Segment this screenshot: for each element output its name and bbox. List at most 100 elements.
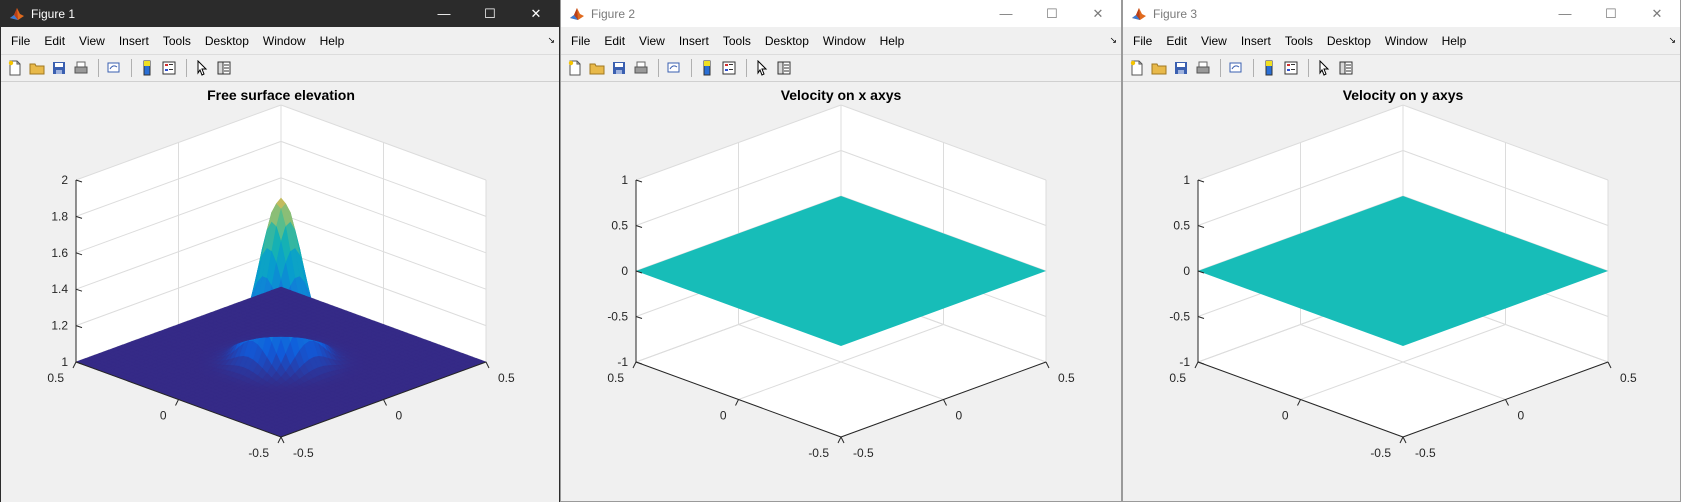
menu-insert[interactable]: Insert bbox=[118, 33, 149, 48]
insert-colorbar-icon[interactable] bbox=[137, 58, 157, 78]
x-tick-label: 0.5 bbox=[1620, 371, 1637, 385]
menu-desktop[interactable]: Desktop bbox=[1326, 33, 1371, 48]
menu-view[interactable]: View bbox=[79, 33, 105, 48]
menu-insert[interactable]: Insert bbox=[1240, 33, 1271, 48]
window-title: Figure 3 bbox=[1153, 6, 1198, 21]
z-tick-label: 1 bbox=[61, 355, 68, 369]
menu-view[interactable]: View bbox=[1201, 33, 1227, 48]
axis-lines bbox=[72, 179, 490, 444]
matlab-logo-icon bbox=[1131, 6, 1147, 22]
menu-window[interactable]: Window bbox=[1384, 33, 1428, 48]
surface-patch bbox=[1198, 196, 1608, 346]
z-tick-label: -1 bbox=[617, 355, 628, 369]
edit-plot-cursor-icon[interactable] bbox=[1314, 58, 1334, 78]
dock-figure-icon[interactable]: ↘ bbox=[1109, 35, 1117, 45]
minimize-button[interactable]: — bbox=[999, 6, 1013, 21]
window-controls: — ☐ ✕ bbox=[983, 0, 1121, 27]
open-file-icon[interactable] bbox=[27, 58, 47, 78]
save-icon[interactable] bbox=[1171, 58, 1191, 78]
y-tick-label: 0.5 bbox=[47, 371, 64, 385]
edit-plot-cursor-icon[interactable] bbox=[752, 58, 772, 78]
y-tick-label: 0.5 bbox=[607, 371, 624, 385]
window-titlebar[interactable]: Figure 2 — ☐ ✕ bbox=[561, 0, 1121, 27]
menu-edit[interactable]: Edit bbox=[1166, 33, 1188, 48]
matlab-logo-icon bbox=[9, 6, 25, 22]
menu-help[interactable]: Help bbox=[879, 33, 905, 48]
print-icon[interactable] bbox=[71, 58, 91, 78]
z-tick-label: 1 bbox=[621, 173, 628, 187]
toolbar-separator bbox=[658, 59, 659, 77]
menu-file[interactable]: File bbox=[11, 33, 31, 48]
plot-title: Velocity on y axys bbox=[1343, 87, 1464, 103]
menu-file[interactable]: File bbox=[1133, 33, 1153, 48]
new-figure-icon[interactable] bbox=[5, 58, 25, 78]
z-tick-label: 1 bbox=[1183, 173, 1190, 187]
menu-window[interactable]: Window bbox=[822, 33, 866, 48]
surface-patch bbox=[275, 286, 287, 291]
axes-3d[interactable]: 1 1.2 1.4 1.6 1.8 2 -0.5 0 0.5 -0.5 0 0.5 Free surfa… bbox=[1, 82, 559, 502]
link-plot-icon[interactable] bbox=[664, 58, 684, 78]
toolbar-separator bbox=[1253, 59, 1254, 77]
close-button[interactable]: ✕ bbox=[1651, 5, 1663, 21]
property-inspector-icon[interactable] bbox=[1336, 58, 1356, 78]
insert-legend-icon[interactable] bbox=[159, 58, 179, 78]
insert-colorbar-icon[interactable] bbox=[697, 58, 717, 78]
maximize-button[interactable]: ☐ bbox=[1046, 5, 1058, 21]
print-icon[interactable] bbox=[631, 58, 651, 78]
menu-file[interactable]: File bbox=[571, 33, 591, 48]
close-button[interactable]: ✕ bbox=[530, 5, 542, 21]
save-icon[interactable] bbox=[609, 58, 629, 78]
new-figure-icon[interactable] bbox=[565, 58, 585, 78]
save-icon[interactable] bbox=[49, 58, 69, 78]
dock-figure-icon[interactable]: ↘ bbox=[1668, 35, 1676, 45]
x-tick-label: 0 bbox=[956, 409, 963, 423]
axes-3d[interactable]: -1 -0.5 0 0.5 1 -0.5 0 0.5 -0.5 0 0.5 Velocity on y… bbox=[1123, 82, 1680, 502]
menu-help[interactable]: Help bbox=[319, 33, 345, 48]
window-titlebar[interactable]: Figure 3 — ☐ ✕ bbox=[1123, 0, 1680, 27]
property-inspector-icon[interactable] bbox=[774, 58, 794, 78]
minimize-button[interactable]: — bbox=[1558, 6, 1572, 21]
menu-desktop[interactable]: Desktop bbox=[204, 33, 249, 48]
menu-edit[interactable]: Edit bbox=[44, 33, 66, 48]
toolbar-separator bbox=[131, 59, 132, 77]
menu-bar: File Edit View Insert Tools Desktop Window Help… bbox=[561, 27, 1121, 55]
dock-figure-icon[interactable]: ↘ bbox=[547, 35, 555, 45]
toolbar-separator bbox=[1308, 59, 1309, 77]
new-figure-icon[interactable] bbox=[1127, 58, 1147, 78]
axis-lines bbox=[632, 179, 1050, 444]
window-title: Figure 2 bbox=[591, 6, 636, 21]
insert-colorbar-icon[interactable] bbox=[1259, 58, 1279, 78]
axes-3d[interactable]: -1 -0.5 0 0.5 1 -0.5 0 0.5 -0.5 0 0.5 Velocity on x… bbox=[561, 82, 1121, 502]
figure-window-2: Figure 2 — ☐ ✕ File Edit View Insert Tools Deskto… bbox=[560, 0, 1122, 502]
y-tick-label: 0 bbox=[1282, 409, 1289, 423]
surface-plot bbox=[75, 197, 487, 438]
menu-tools[interactable]: Tools bbox=[162, 33, 191, 48]
menu-tools[interactable]: Tools bbox=[1284, 33, 1313, 48]
y-tick-label: 0 bbox=[160, 409, 167, 423]
x-tick-label: -0.5 bbox=[853, 446, 874, 460]
edit-plot-cursor-icon[interactable] bbox=[192, 58, 212, 78]
minimize-button[interactable]: — bbox=[437, 6, 451, 21]
insert-legend-icon[interactable] bbox=[1281, 58, 1301, 78]
print-icon[interactable] bbox=[1193, 58, 1213, 78]
property-inspector-icon[interactable] bbox=[214, 58, 234, 78]
open-file-icon[interactable] bbox=[587, 58, 607, 78]
window-titlebar[interactable]: Figure 1 — ☐ ✕ bbox=[1, 0, 559, 27]
menu-edit[interactable]: Edit bbox=[604, 33, 626, 48]
link-plot-icon[interactable] bbox=[1226, 58, 1246, 78]
figure-toolbar bbox=[561, 55, 1121, 82]
menu-window[interactable]: Window bbox=[262, 33, 306, 48]
maximize-button[interactable]: ☐ bbox=[484, 5, 496, 21]
link-plot-icon[interactable] bbox=[104, 58, 124, 78]
menu-help[interactable]: Help bbox=[1441, 33, 1467, 48]
insert-legend-icon[interactable] bbox=[719, 58, 739, 78]
close-button[interactable]: ✕ bbox=[1092, 5, 1104, 21]
menu-view[interactable]: View bbox=[639, 33, 665, 48]
menu-insert[interactable]: Insert bbox=[678, 33, 709, 48]
menu-desktop[interactable]: Desktop bbox=[764, 33, 809, 48]
menu-tools[interactable]: Tools bbox=[722, 33, 751, 48]
open-file-icon[interactable] bbox=[1149, 58, 1169, 78]
menu-bar: File Edit View Insert Tools Desktop Window Help… bbox=[1, 27, 559, 55]
maximize-button[interactable]: ☐ bbox=[1605, 5, 1617, 21]
y-tick-label: -0.5 bbox=[808, 446, 829, 460]
